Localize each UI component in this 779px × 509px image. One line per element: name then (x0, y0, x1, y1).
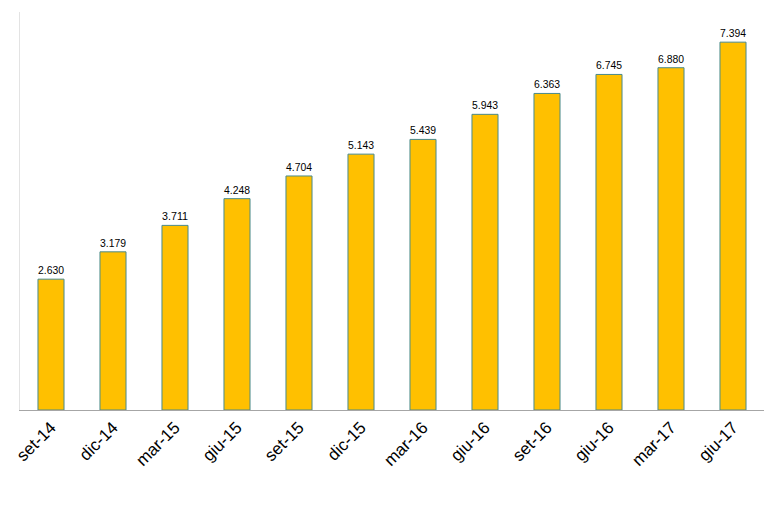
svg-text:6.745: 6.745 (596, 60, 622, 71)
svg-text:mar-16: mar-16 (380, 418, 432, 470)
svg-text:set-14: set-14 (13, 418, 60, 465)
svg-text:4.704: 4.704 (286, 162, 312, 173)
svg-text:3.179: 3.179 (100, 238, 126, 249)
svg-text:giu-15: giu-15 (199, 418, 246, 465)
svg-text:giu-17: giu-17 (695, 418, 742, 465)
svg-text:giu-16: giu-16 (571, 418, 618, 465)
svg-text:mar-15: mar-15 (132, 418, 184, 470)
svg-text:6.880: 6.880 (658, 54, 684, 65)
svg-text:5.439: 5.439 (410, 125, 436, 136)
svg-text:4.248: 4.248 (224, 185, 250, 196)
svg-text:6.363: 6.363 (534, 79, 560, 90)
svg-text:giu-16: giu-16 (447, 418, 494, 465)
svg-text:mar-17: mar-17 (628, 418, 680, 470)
svg-text:dic-14: dic-14 (76, 418, 122, 464)
svg-text:3.711: 3.711 (162, 210, 188, 222)
svg-text:2.630: 2.630 (38, 265, 64, 276)
svg-text:7.394: 7.394 (720, 28, 746, 39)
svg-text:5.943: 5.943 (472, 100, 498, 111)
svg-text:set-16: set-16 (509, 418, 556, 465)
svg-text:set-15: set-15 (261, 418, 308, 465)
svg-text:dic-15: dic-15 (324, 418, 370, 464)
svg-text:5.143: 5.143 (348, 140, 374, 151)
